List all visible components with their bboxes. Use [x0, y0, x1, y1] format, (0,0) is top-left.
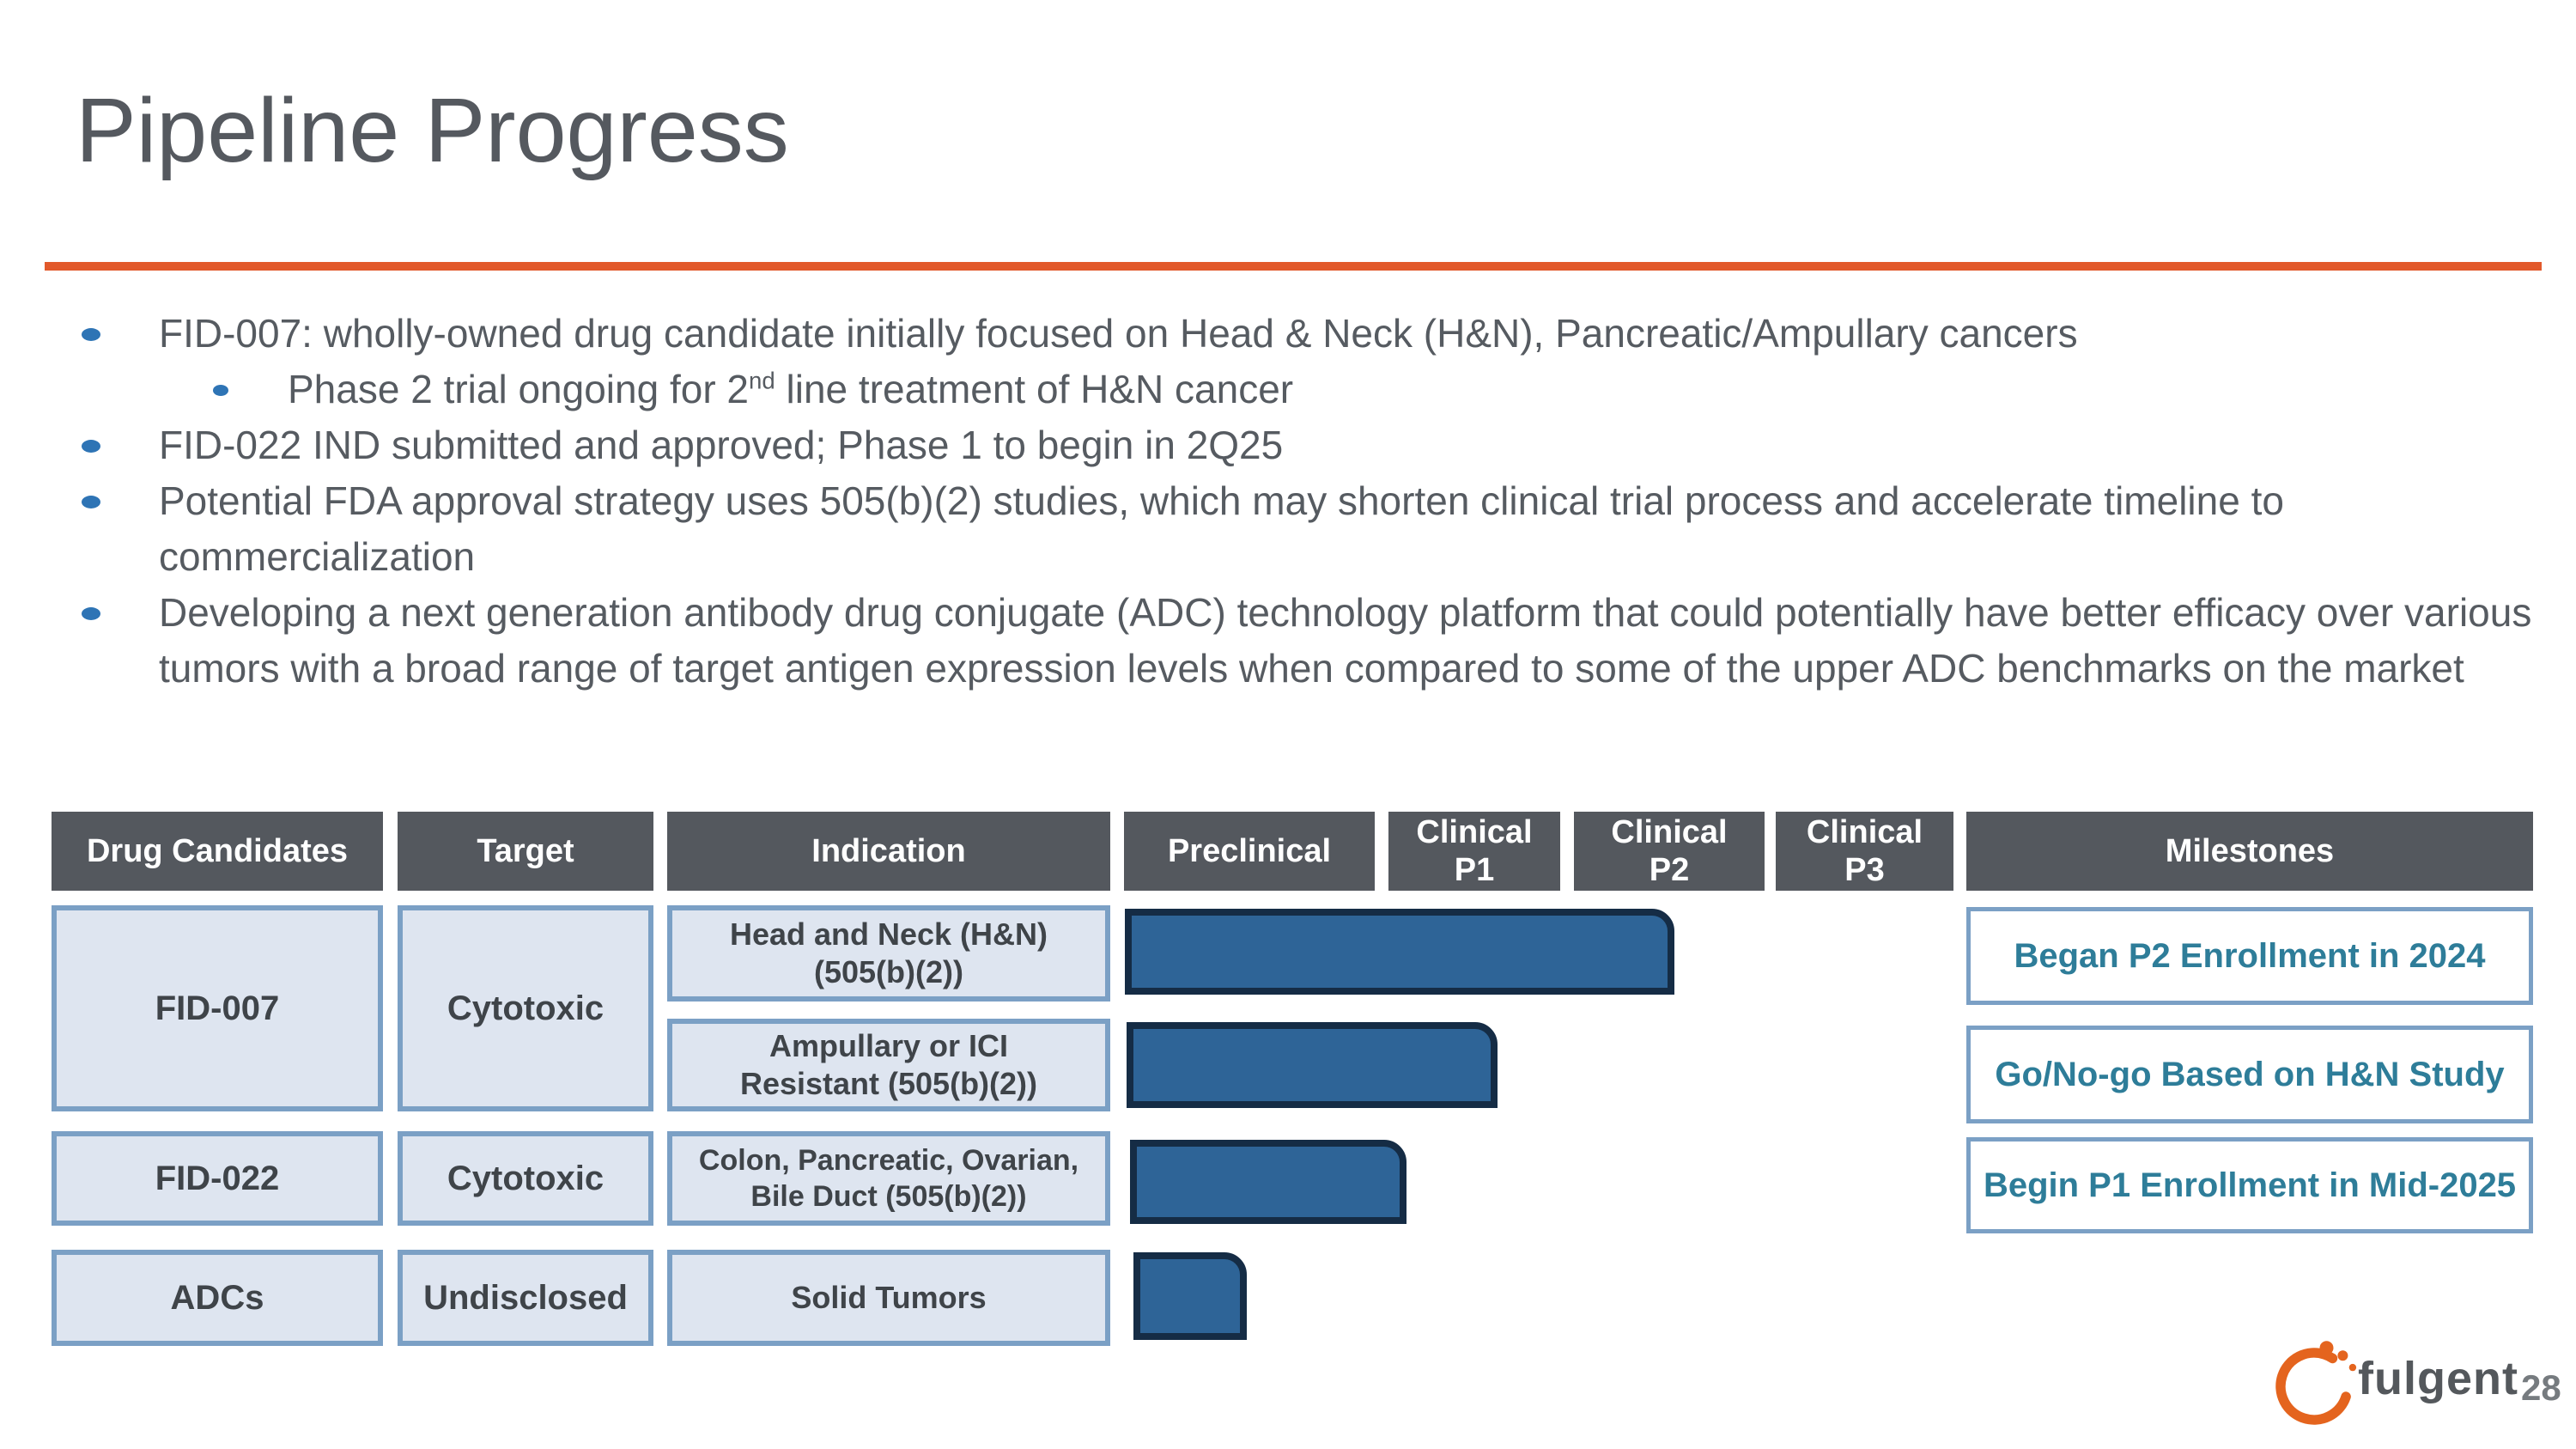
bullet-text: Potential FDA approval strategy uses 505…: [159, 478, 2284, 579]
bullet-icon: [82, 607, 100, 620]
cell-indication-solid-tumors: Solid Tumors: [667, 1250, 1110, 1346]
bullet-text: Developing a next generation antibody dr…: [159, 590, 2532, 691]
bullet-item-fid022: FID-022 IND submitted and approved; Phas…: [0, 417, 2559, 473]
bullet-text-post: line treatment of H&N cancer: [775, 367, 1294, 411]
bullet-list: FID-007: wholly-owned drug candidate ini…: [0, 306, 2559, 697]
bullet-icon: [82, 328, 100, 341]
bullet-icon: [82, 496, 100, 508]
progress-bar-fid022: [1130, 1140, 1406, 1224]
cell-target-adcs: Undisclosed: [398, 1250, 653, 1346]
milestone-text: Go/No-go Based on H&N Study: [1995, 1055, 2505, 1093]
milestone-box-1: Began P2 Enrollment in 2024: [1966, 907, 2533, 1005]
milestone-box-2: Go/No-go Based on H&N Study: [1966, 1026, 2533, 1123]
bullet-subitem-phase2: Phase 2 trial ongoing for 2nd line treat…: [0, 362, 2559, 417]
milestone-text: Began P2 Enrollment in 2024: [2014, 936, 2486, 975]
progress-bar-adcs: [1133, 1252, 1247, 1340]
header-preclinical: Preclinical: [1124, 812, 1375, 891]
milestone-text: Begin P1 Enrollment in Mid-2025: [1983, 1166, 2517, 1204]
bullet-item-adc-platform: Developing a next generation antibody dr…: [0, 585, 2559, 697]
ordinal-superscript: nd: [749, 367, 775, 394]
header-clinical-p1: Clinical P1: [1388, 812, 1560, 891]
cell-drug-fid007: FID-007: [52, 905, 383, 1111]
bullet-icon: [82, 440, 100, 453]
milestone-box-3: Begin P1 Enrollment in Mid-2025: [1966, 1137, 2533, 1233]
cell-target-fid022: Cytotoxic: [398, 1131, 653, 1226]
fulgent-wordmark: fulgent: [2358, 1353, 2518, 1404]
fulgent-logo-icon: [2275, 1341, 2357, 1425]
header-clinical-p3: Clinical P3: [1776, 812, 1953, 891]
bullet-text-pre: Phase 2 trial ongoing for 2: [288, 367, 750, 411]
bullet-icon: [213, 385, 228, 396]
cell-drug-fid022: FID-022: [52, 1131, 383, 1226]
cell-target-fid007: Cytotoxic: [398, 905, 653, 1111]
page-number: 28: [2521, 1367, 2561, 1408]
header-clinical-p2: Clinical P2: [1574, 812, 1765, 891]
header-target: Target: [398, 812, 653, 891]
bullet-text: Phase 2 trial ongoing for 2nd line treat…: [288, 362, 2559, 417]
header-indication: Indication: [667, 812, 1110, 891]
bullet-item-fda-strategy: Potential FDA approval strategy uses 505…: [0, 473, 2559, 585]
bullet-text: FID-022 IND submitted and approved; Phas…: [159, 423, 1284, 467]
cell-indication-colon: Colon, Pancreatic, Ovarian, Bile Duct (5…: [667, 1131, 1110, 1226]
cell-indication-hn: Head and Neck (H&N) (505(b)(2)): [667, 905, 1110, 1002]
bullet-text: FID-007: wholly-owned drug candidate ini…: [159, 311, 2078, 356]
header-milestones: Milestones: [1966, 812, 2533, 891]
bullet-item-fid007: FID-007: wholly-owned drug candidate ini…: [0, 306, 2559, 362]
title-divider: [45, 262, 2542, 271]
page-title: Pipeline Progress: [76, 80, 789, 181]
cell-indication-ampullary: Ampullary or ICI Resistant (505(b)(2)): [667, 1019, 1110, 1111]
progress-bar-fid007-hn: [1125, 909, 1674, 995]
progress-bar-fid007-ampullary: [1127, 1022, 1498, 1108]
header-drug-candidates: Drug Candidates: [52, 812, 383, 891]
cell-drug-adcs: ADCs: [52, 1250, 383, 1346]
